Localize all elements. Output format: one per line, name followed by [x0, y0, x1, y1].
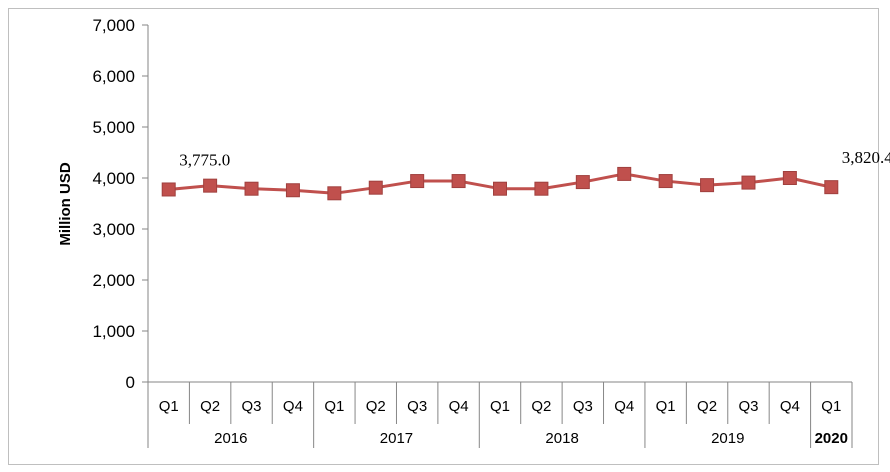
data-point-marker: [203, 178, 218, 193]
data-labels: 3,775.0 3,820.4: [179, 148, 890, 169]
x-tick-label: Q1: [324, 398, 344, 415]
data-point-marker: [617, 166, 632, 181]
chart-border: [8, 8, 879, 465]
x-year-label: 2017: [380, 430, 413, 447]
y-tick-label: 0: [126, 373, 135, 392]
data-point-marker: [782, 171, 797, 185]
data-point-marker: [285, 183, 300, 198]
x-tick-label: Q2: [200, 398, 220, 415]
data-point-marker: [410, 174, 425, 189]
x-tick-label: Q3: [738, 398, 758, 415]
data-label: 3,820.4: [842, 148, 890, 167]
x-year-label: 2020: [815, 430, 848, 447]
data-point-marker: [534, 181, 549, 196]
data-point-marker: [244, 181, 259, 196]
x-year-label: 2018: [545, 430, 578, 447]
x-tick-label: Q1: [656, 398, 676, 415]
data-point-marker: [368, 180, 383, 195]
data-point-marker: [575, 175, 590, 190]
data-point-marker: [824, 180, 839, 195]
x-tick-label: Q1: [159, 398, 179, 415]
x-tick-label: Q2: [366, 398, 386, 415]
x-tick-label: Q4: [449, 398, 469, 415]
y-axis-label: Million USD: [57, 162, 74, 245]
x-axis-categories: Q1 Q2 Q3 Q4 Q1 Q2 Q3 Q4 Q1 Q2 Q3 Q4 Q1 Q2 Q3 Q4 Q1 2016 20…: [147, 382, 853, 448]
series-group: [161, 166, 839, 201]
data-point-marker: [451, 174, 466, 189]
x-tick-label: Q2: [531, 398, 551, 415]
x-year-label: 2019: [711, 430, 744, 447]
x-year-label: 2016: [214, 430, 247, 447]
y-tick-label: 6,000: [92, 67, 135, 86]
axes: [147, 25, 852, 383]
y-tick-label: 3,000: [92, 220, 135, 239]
y-tick-label: 5,000: [92, 118, 135, 137]
x-tick-label: Q4: [614, 398, 634, 415]
data-point-marker: [658, 174, 673, 189]
data-point-marker: [700, 178, 715, 193]
data-point-marker: [741, 175, 756, 190]
x-tick-label: Q3: [242, 398, 262, 415]
x-tick-label: Q1: [821, 398, 841, 415]
x-tick-label: Q4: [780, 398, 800, 415]
data-point-marker: [161, 182, 176, 197]
y-tick-label: 4,000: [92, 169, 135, 188]
data-point-marker: [327, 186, 342, 201]
x-tick-label: Q3: [407, 398, 427, 415]
x-tick-label: Q2: [697, 398, 717, 415]
x-tick-label: Q3: [573, 398, 593, 415]
data-point-marker: [493, 181, 507, 196]
y-tick-label: 2,000: [92, 271, 135, 290]
y-axis-ticks: 0 1,000 2,000 3,000 4,000 5,000 6,000 7,000: [92, 16, 148, 392]
y-tick-label: 1,000: [92, 322, 135, 341]
y-tick-label: 7,000: [92, 16, 135, 35]
x-tick-label: Q4: [283, 398, 303, 415]
x-tick-label: Q1: [490, 398, 510, 415]
data-label: 3,775.0: [179, 150, 230, 169]
